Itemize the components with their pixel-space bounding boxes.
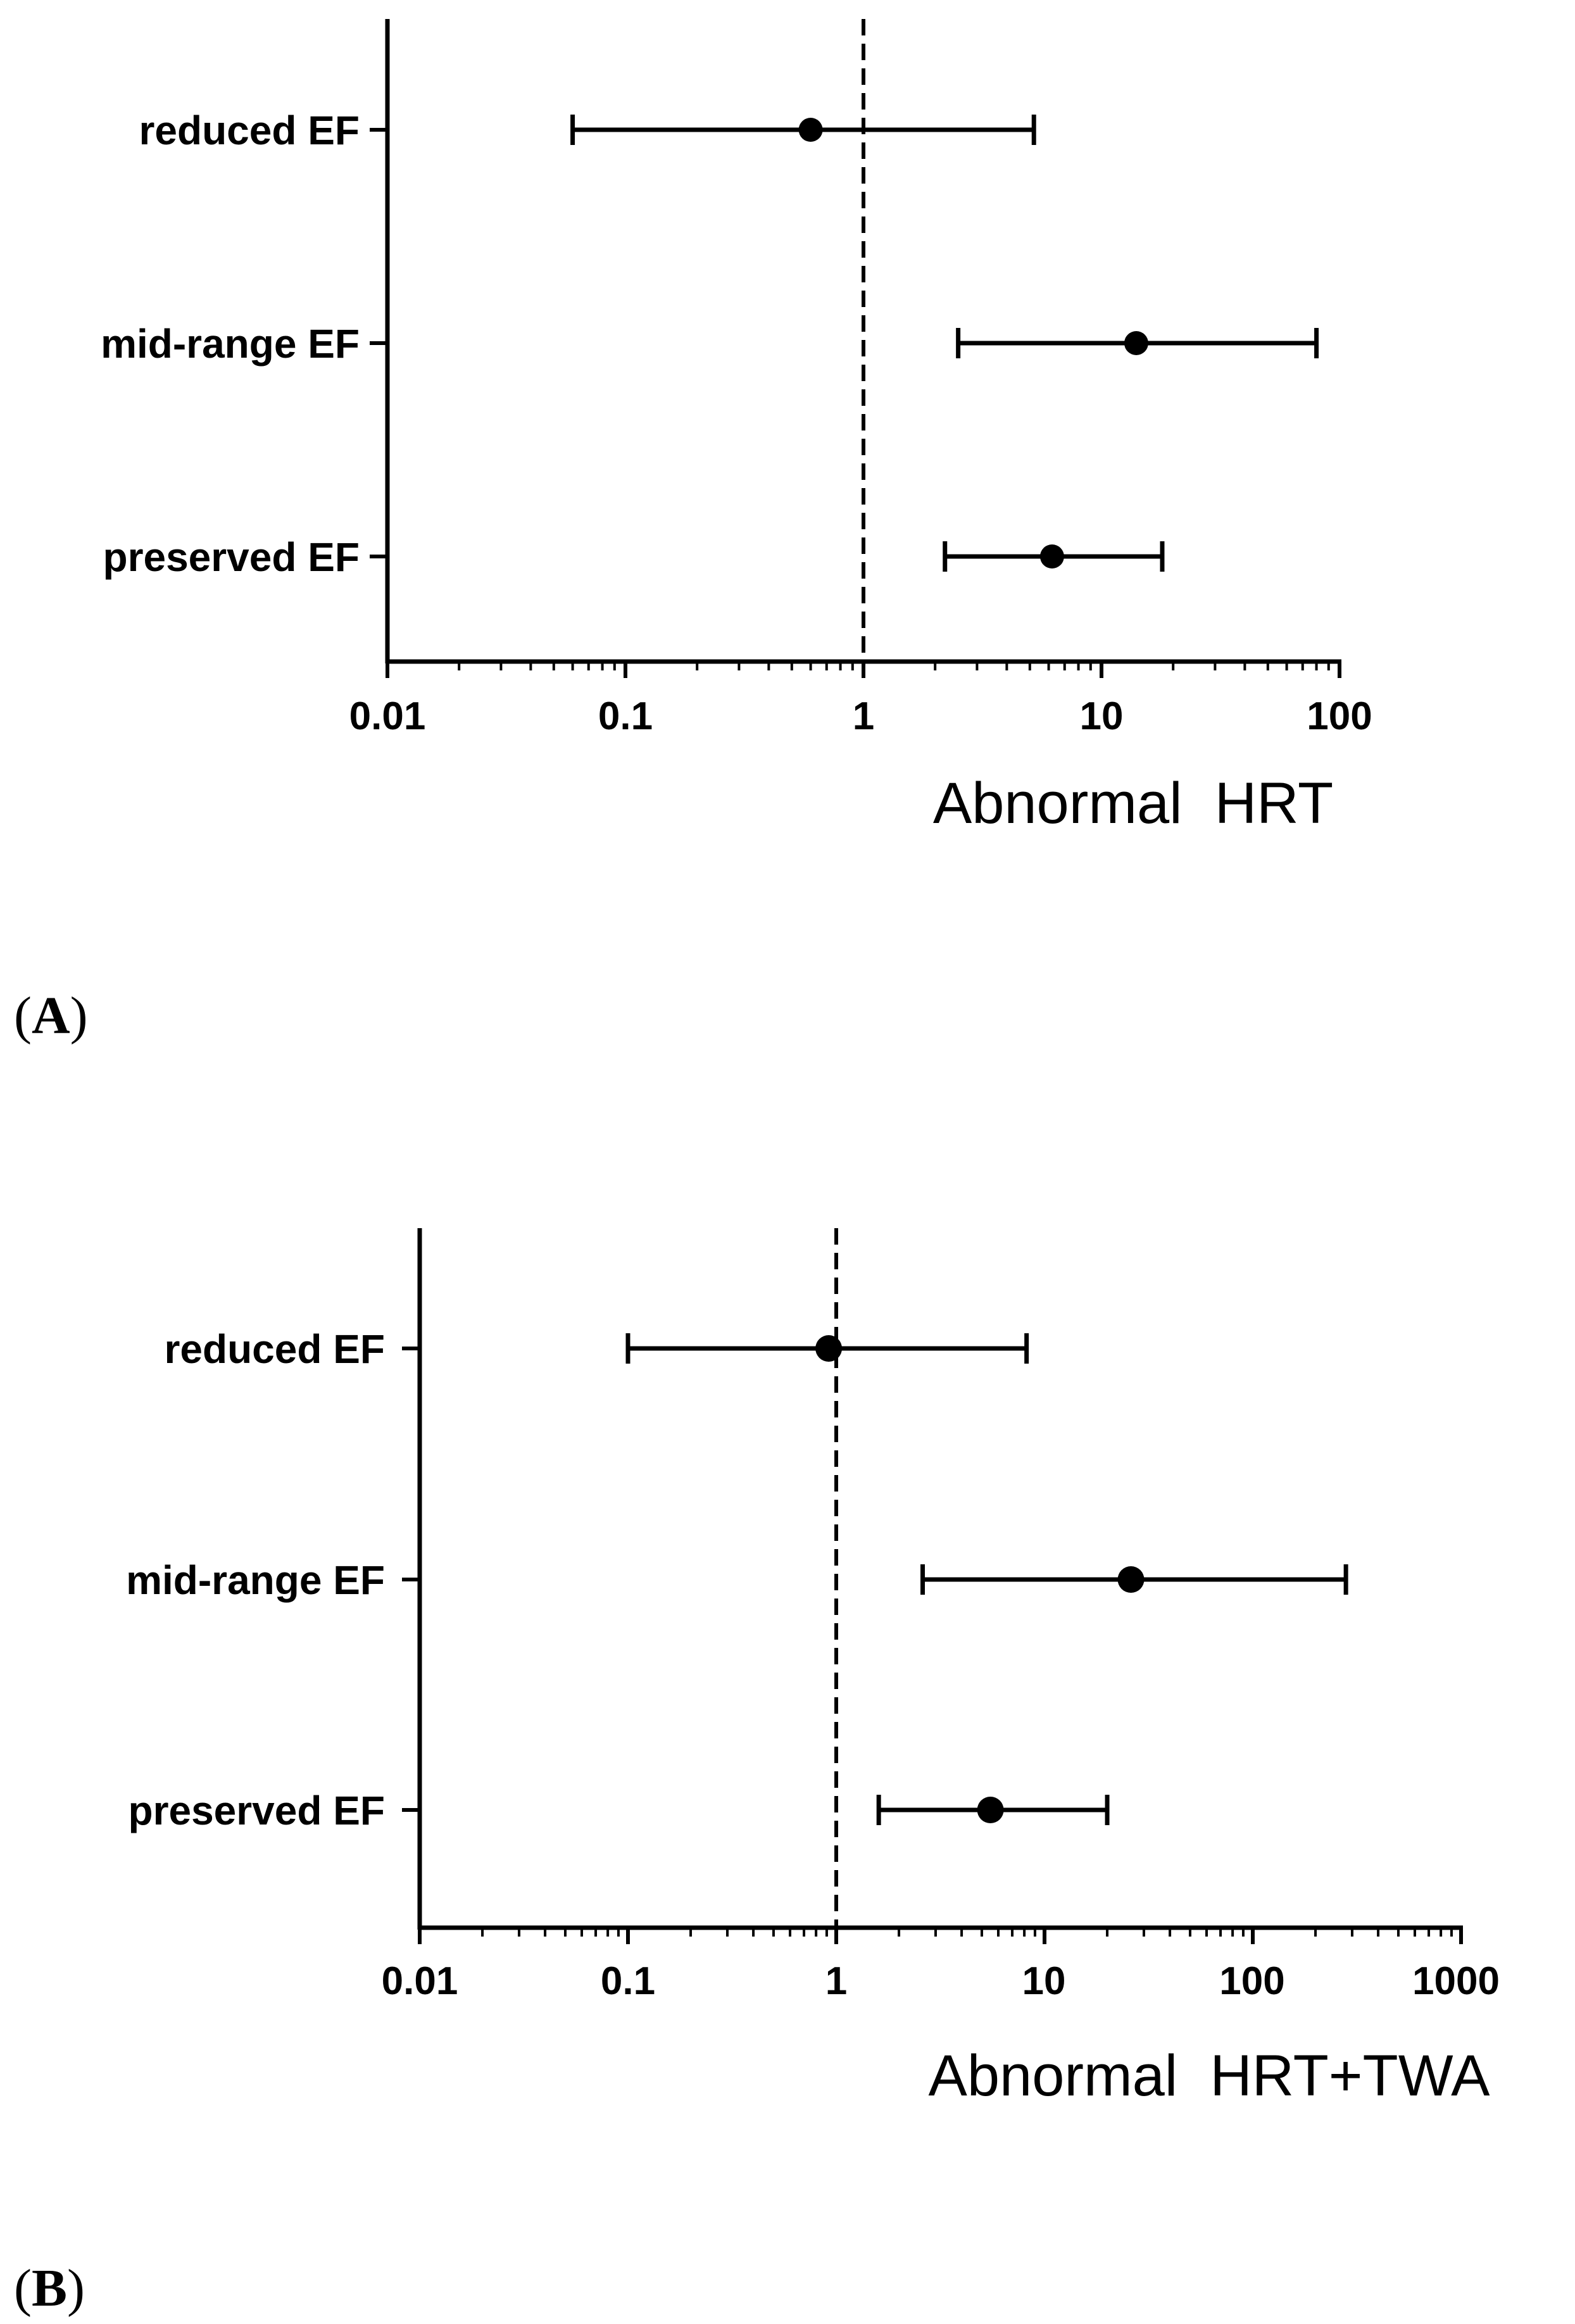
- estimate-point: [1117, 1566, 1145, 1593]
- panel-b-label-letter: B: [32, 2259, 67, 2318]
- panel-a-x-tick-label: 100: [1307, 694, 1372, 738]
- panel-b-label-close: ): [67, 2259, 85, 2318]
- panel-b-x-tick-label: 1: [825, 1959, 847, 2003]
- panel-b-marks: [625, 1333, 1348, 1825]
- panel-b-category-label: mid-range EF: [126, 1557, 385, 1603]
- panel-b-x-tick-label: 0.01: [382, 1959, 458, 2003]
- panel-a: reduced EF mid-range EF preserved EF 0.0…: [14, 19, 1372, 1045]
- panel-a-label-letter: A: [32, 986, 70, 1045]
- panel-a-axes: [370, 19, 1341, 678]
- panel-a-marks: [570, 115, 1319, 572]
- panel-b-label-open: (: [14, 2259, 32, 2318]
- estimate-point: [798, 118, 823, 142]
- panel-b-x-axis-label: Abnormal HRT+TWA: [929, 2044, 1491, 2108]
- panel-b-category-label: reduced EF: [164, 1326, 385, 1372]
- panel-a-category-label: preserved EF: [103, 534, 360, 580]
- panel-b-x-tick-label: 1000: [1412, 1959, 1500, 2003]
- panel-a-x-tick-label: 10: [1080, 694, 1124, 738]
- estimate-point: [1124, 331, 1148, 355]
- panel-a-category-label: reduced EF: [139, 108, 360, 153]
- estimate-point: [1039, 544, 1064, 568]
- panel-a-label-open: (: [14, 986, 32, 1045]
- panel-a-x-tick-label: 0.01: [349, 694, 426, 738]
- panel-b: reduced EF mid-range EF preserved EF 0.0…: [14, 1228, 1500, 2318]
- panel-b-x-tick-label: 100: [1219, 1959, 1284, 2003]
- panel-a-x-tick-label: 0.1: [598, 694, 653, 738]
- panel-a-category-label: mid-range EF: [101, 321, 360, 367]
- panel-b-label: (B): [14, 2259, 85, 2318]
- estimate-point: [977, 1797, 1004, 1823]
- panel-b-x-tick-label: 10: [1022, 1959, 1066, 2003]
- panel-a-x-axis-label: Abnormal HRT: [933, 771, 1333, 836]
- panel-b-x-tick-label: 0.1: [601, 1959, 655, 2003]
- panel-b-category-label: preserved EF: [128, 1788, 385, 1833]
- panel-b-axes: [402, 1228, 1463, 1944]
- panel-a-label-close: ): [70, 986, 88, 1045]
- estimate-point: [815, 1335, 843, 1362]
- panel-a-label: (A): [14, 986, 88, 1045]
- panel-a-x-tick-label: 1: [853, 694, 874, 738]
